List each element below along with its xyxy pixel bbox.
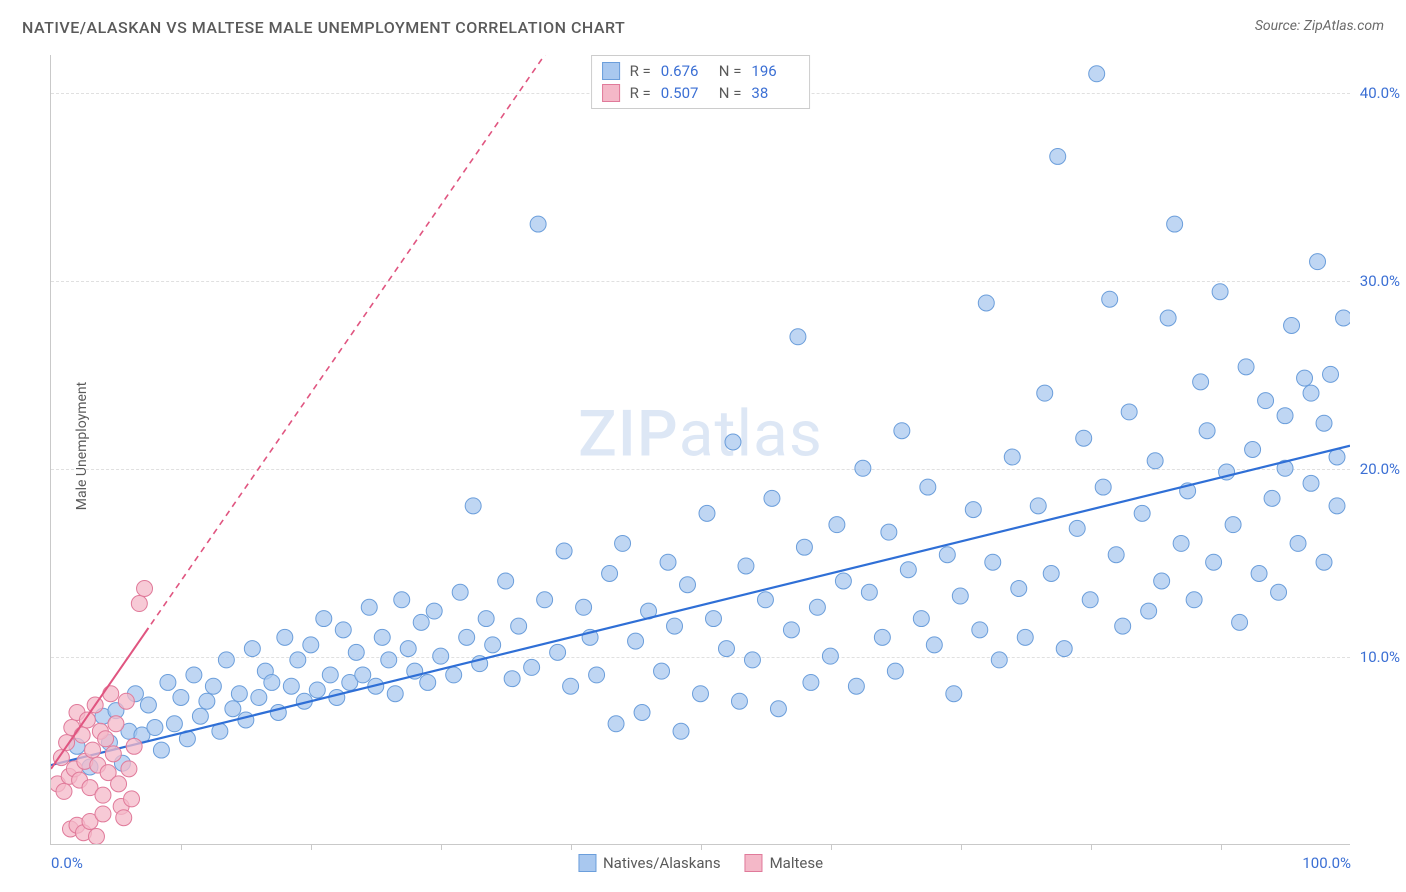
xtick-label: 0.0% bbox=[51, 854, 83, 872]
ytick-label: 10.0% bbox=[1360, 648, 1400, 666]
xtick bbox=[1221, 844, 1222, 850]
legend-label-maltese: Maltese bbox=[770, 854, 823, 872]
swatch-maltese-icon bbox=[745, 854, 763, 872]
legend-row-natives: R =0.676 N =196 bbox=[602, 60, 800, 82]
legend-item-natives: Natives/Alaskans bbox=[578, 854, 721, 872]
xtick-label: 100.0% bbox=[1302, 854, 1351, 872]
scatter-svg bbox=[51, 55, 1350, 844]
xtick bbox=[961, 844, 962, 850]
swatch-maltese bbox=[602, 84, 620, 102]
chart-title: NATIVE/ALASKAN VS MALTESE MALE UNEMPLOYM… bbox=[22, 18, 625, 37]
xtick bbox=[441, 844, 442, 850]
swatch-natives bbox=[602, 62, 620, 80]
swatch-natives-icon bbox=[578, 854, 596, 872]
xtick bbox=[311, 844, 312, 850]
xtick bbox=[571, 844, 572, 850]
ytick-label: 30.0% bbox=[1360, 272, 1400, 290]
xtick bbox=[831, 844, 832, 850]
legend-row-maltese: R =0.507 N =38 bbox=[602, 82, 800, 104]
xtick bbox=[701, 844, 702, 850]
xtick bbox=[181, 844, 182, 850]
xtick bbox=[1091, 844, 1092, 850]
source-label: Source: ZipAtlas.com bbox=[1255, 18, 1384, 34]
series-legend: Natives/Alaskans Maltese bbox=[578, 854, 823, 872]
legend-item-maltese: Maltese bbox=[745, 854, 823, 872]
chart-plot-area: ZIPatlas R =0.676 N =196 R =0.507 N =38 … bbox=[50, 55, 1350, 845]
correlation-legend: R =0.676 N =196 R =0.507 N =38 bbox=[591, 55, 811, 109]
ytick-label: 20.0% bbox=[1360, 460, 1400, 478]
legend-label-natives: Natives/Alaskans bbox=[603, 854, 721, 872]
ytick-label: 40.0% bbox=[1360, 84, 1400, 102]
